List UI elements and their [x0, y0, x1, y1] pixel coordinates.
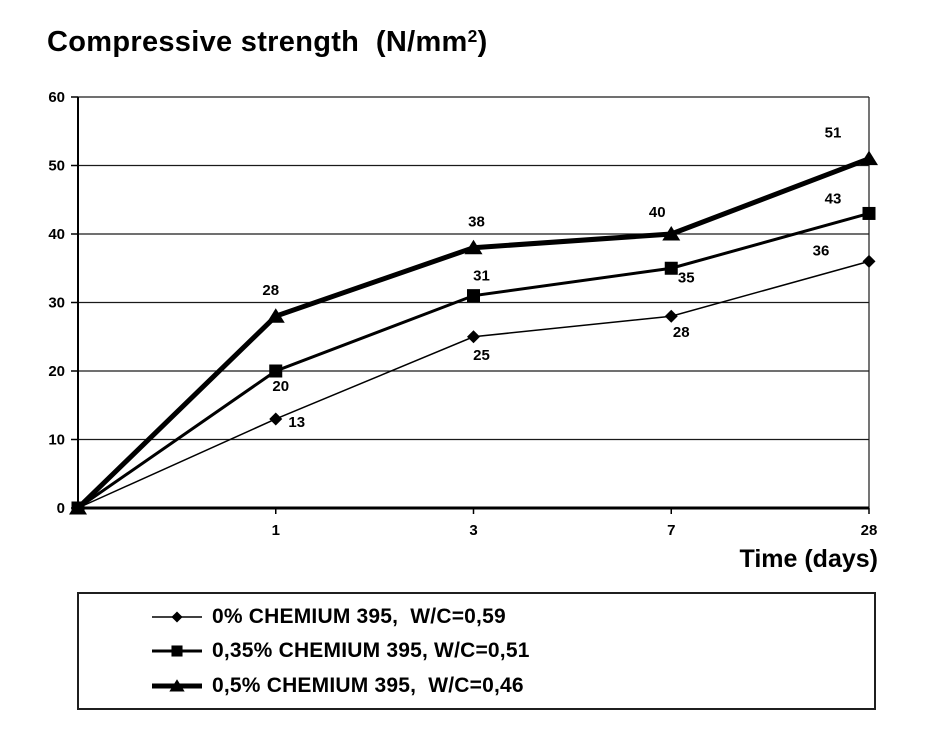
y-tick-label: 40 [48, 226, 65, 243]
y-tick-label: 60 [48, 89, 65, 106]
square-marker [664, 261, 678, 275]
data-label: 35 [678, 269, 695, 286]
data-label: 43 [825, 190, 842, 207]
legend-marker-diamond-icon [152, 610, 202, 623]
diamond-marker [171, 610, 183, 623]
legend-label-series-1: 0% CHEMIUM 395, W/C=0,59 [212, 604, 506, 628]
x-axis-title: Time (days) [739, 545, 878, 573]
triangle-marker [169, 678, 185, 692]
data-label: 38 [468, 214, 485, 231]
x-tick-label: 1 [272, 522, 280, 539]
square-marker [71, 501, 85, 515]
x-tick-label: 28 [861, 522, 878, 539]
chart-title-superscript: 2 [467, 26, 478, 47]
triangle-marker [464, 239, 483, 255]
square-marker [467, 289, 480, 303]
y-tick-label: 10 [48, 432, 65, 449]
legend-box: 0% CHEMIUM 395, W/C=0,59 0,35% CHEMIUM 3… [77, 592, 876, 710]
square-marker [269, 364, 283, 378]
chart-title-text: Compressive strength (N/mm [47, 26, 468, 58]
square-marker [862, 206, 876, 220]
square-marker [171, 645, 183, 657]
diamond-marker [664, 309, 678, 323]
data-label: 28 [673, 324, 690, 341]
chart-title: Compressive strength (N/mm2) [47, 26, 488, 59]
legend-item-series-2: 0,35% CHEMIUM 395, W/C=0,51 [151, 639, 874, 663]
data-label: 28 [262, 282, 279, 299]
legend-label-series-3: 0,5% CHEMIUM 395, W/C=0,46 [212, 673, 524, 697]
x-tick-label: 3 [469, 522, 477, 539]
triangle-marker [860, 150, 878, 166]
data-label: 31 [473, 268, 490, 285]
data-label: 25 [473, 347, 490, 364]
data-label: 40 [649, 204, 666, 221]
legend-label-series-2: 0,35% CHEMIUM 395, W/C=0,51 [212, 639, 530, 662]
chart-title-close: ) [477, 26, 488, 58]
data-label: 51 [825, 125, 842, 142]
triangle-marker [662, 226, 681, 241]
data-label: 13 [288, 414, 305, 431]
legend-marker-square-icon [152, 645, 202, 657]
diamond-marker [467, 330, 480, 344]
y-tick-label: 20 [48, 363, 65, 380]
y-tick-label: 0 [57, 500, 65, 517]
x-tick-label: 7 [667, 522, 675, 539]
diamond-marker [862, 254, 876, 268]
legend-marker-triangle-icon [152, 678, 202, 692]
triangle-marker [266, 308, 285, 323]
legend-item-series-1: 0% CHEMIUM 395, W/C=0,59 [151, 605, 874, 629]
legend-item-series-3: 0,5% CHEMIUM 395, W/C=0,46 [151, 674, 874, 698]
diamond-marker [269, 412, 283, 426]
y-tick-label: 30 [48, 295, 65, 312]
y-tick-label: 50 [48, 158, 65, 175]
data-label: 20 [272, 378, 289, 395]
data-label: 36 [813, 242, 830, 259]
